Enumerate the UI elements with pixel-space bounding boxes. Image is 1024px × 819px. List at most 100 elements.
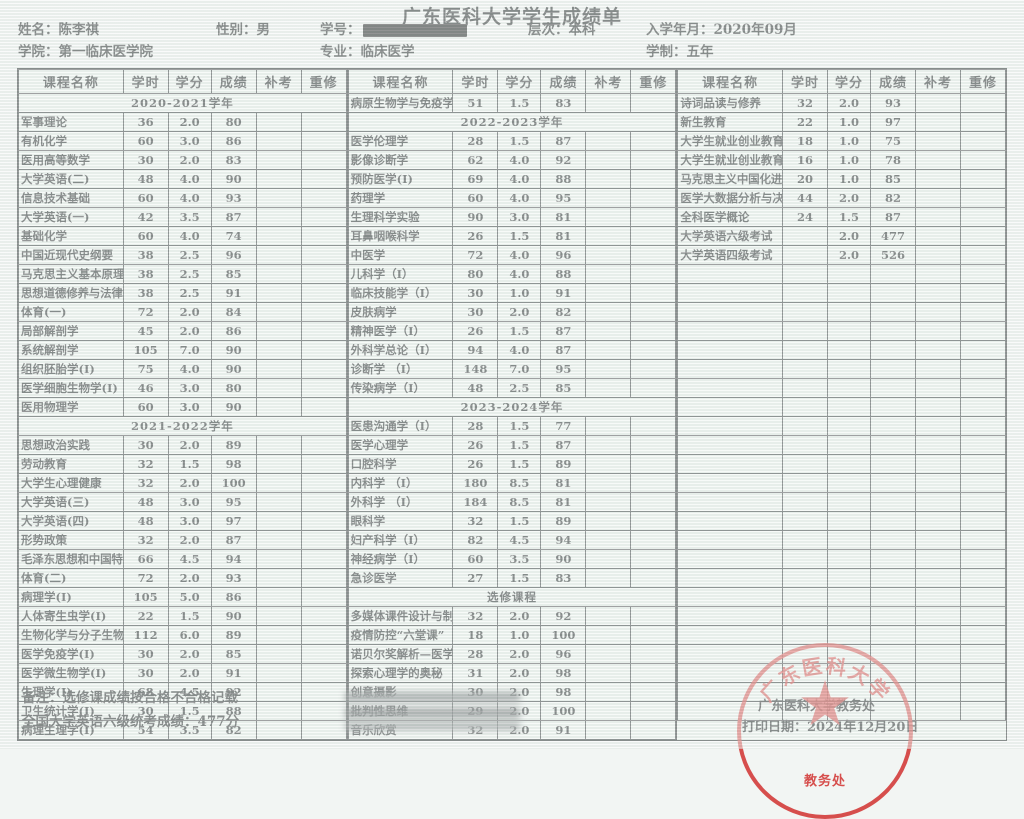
table-row: 全科医学概论 24 1.5 87	[677, 207, 1007, 227]
student-gender-label: 性别：	[216, 22, 257, 38]
course-score-cell: 100	[540, 625, 587, 645]
empty-cell-retake	[960, 378, 1007, 398]
empty-cell-retake	[960, 283, 1007, 303]
course-retake-cell	[300, 188, 347, 208]
course-hours-cell: 60	[452, 549, 499, 569]
empty-cell-makeup	[915, 701, 962, 721]
course-name-cell: 诗词品读与修养	[677, 93, 784, 113]
transcript-page: 广东医科大学学生成绩单 姓名：陈李祺 性别：男 学号： 层次：本科 入学年月：2…	[17, 6, 1008, 819]
enrollment-date-label: 入学年月：	[646, 22, 714, 38]
course-retake-cell	[300, 378, 347, 398]
empty-cell-retake	[960, 454, 1007, 474]
empty-cell-score	[870, 283, 917, 303]
course-credits-cell: 4.0	[497, 150, 542, 170]
course-credits-cell: 2.0	[167, 435, 212, 455]
course-credits-cell: 3.5	[497, 549, 542, 569]
course-name-cell: 医患沟通学（Ⅰ）	[347, 416, 454, 436]
course-retake-cell	[300, 454, 347, 474]
course-credits-cell: 2.0	[167, 150, 212, 170]
student-name-label: 姓名：	[18, 22, 59, 38]
course-score-cell: 80	[210, 378, 257, 398]
course-score-cell: 87	[540, 340, 587, 360]
empty-row	[677, 549, 1007, 569]
table-row: 形势政策 32 2.0 87	[18, 530, 347, 550]
course-makeup-cell	[255, 435, 302, 455]
table-row: 药理学 60 4.0 95	[347, 188, 677, 208]
empty-cell-hours	[782, 283, 829, 303]
course-hours-cell: 45	[122, 321, 169, 341]
course-makeup-cell	[585, 169, 632, 189]
empty-cell-makeup	[915, 321, 962, 341]
student-info-block: 姓名：陈李祺 性别：男 学号： 层次：本科 入学年月：2020年09月 学院：第…	[18, 18, 1008, 62]
table-row: 劳动教育 32 1.5 98	[18, 454, 347, 474]
course-hours-cell: 32	[782, 93, 829, 113]
empty-cell-makeup	[915, 511, 962, 531]
course-score-cell: 87	[540, 435, 587, 455]
course-score-cell: 97	[210, 511, 257, 531]
course-credits-cell: 1.5	[497, 93, 542, 113]
course-retake-cell	[300, 321, 347, 341]
course-retake-cell	[300, 625, 347, 645]
course-retake-cell	[960, 131, 1007, 151]
course-credits-cell: 1.5	[497, 511, 542, 531]
course-credits-cell: 6.0	[167, 625, 212, 645]
course-score-cell: 81	[540, 473, 587, 493]
table-row: 新生教育 22 1.0 97	[677, 112, 1007, 132]
course-makeup-cell	[255, 340, 302, 360]
table-row: 临床技能学（Ⅰ） 30 1.0 91	[347, 283, 677, 303]
table-row: 大学生就业创业教育(一)181.075	[677, 131, 1007, 151]
course-makeup-cell	[255, 150, 302, 170]
empty-cell-hours	[782, 264, 829, 284]
grades-table: 课程名称 学时 学分 成绩 补考 重修 2020-2021学年 军事理论 36 2.0 80 有机化…	[18, 69, 347, 740]
table-row: 多媒体课件设计与制作322.092	[347, 606, 677, 626]
course-score-cell: 90	[210, 169, 257, 189]
course-hours-cell: 62	[452, 150, 499, 170]
course-hours-cell: 72	[452, 245, 499, 265]
course-makeup-cell	[255, 549, 302, 569]
course-makeup-cell	[585, 359, 632, 379]
course-makeup-cell	[585, 302, 632, 322]
course-name-cell: 医学心理学	[347, 435, 454, 455]
student-info-row-1: 姓名：陈李祺 性别：男 学号： 层次：本科 入学年月：2020年09月	[18, 18, 1008, 40]
empty-row	[677, 568, 1007, 588]
course-name-cell: 眼科学	[347, 511, 454, 531]
course-score-cell: 88	[540, 264, 587, 284]
course-score-cell: 95	[210, 492, 257, 512]
student-major-value: 临床医学	[360, 44, 415, 60]
empty-cell-credits	[827, 473, 872, 493]
empty-row	[677, 606, 1007, 626]
course-retake-cell	[300, 226, 347, 246]
course-name-cell: 思想政治实践	[18, 435, 124, 455]
course-makeup-cell	[585, 701, 632, 721]
course-retake-cell	[300, 511, 347, 531]
course-retake-cell	[630, 511, 677, 531]
course-makeup-cell	[255, 226, 302, 246]
empty-cell-makeup	[915, 378, 962, 398]
course-credits-cell: 1.5	[497, 321, 542, 341]
course-credits-cell: 2.0	[167, 302, 212, 322]
grades-grid: 课程名称 学时 学分 成绩 补考 重修 2020-2021学年 军事理论 36 2.0 80 有机化…	[17, 68, 1007, 741]
empty-cell-retake	[960, 340, 1007, 360]
course-makeup-cell	[915, 150, 962, 170]
course-retake-cell	[960, 245, 1007, 265]
course-name-cell: 大学英语四级考试	[677, 245, 784, 265]
empty-row	[677, 511, 1007, 531]
course-makeup-cell	[255, 511, 302, 531]
table-row: 体育(一) 72 2.0 84	[18, 302, 347, 322]
empty-cell-retake	[960, 682, 1007, 702]
empty-cell-hours	[782, 568, 829, 588]
course-score-cell: 85	[210, 644, 257, 664]
empty-cell-course	[677, 340, 784, 360]
empty-cell-credits	[827, 606, 872, 626]
course-hours-cell: 66	[122, 549, 169, 569]
course-makeup-cell	[585, 473, 632, 493]
course-name-cell: 影像诊断学	[347, 150, 454, 170]
course-score-cell: 90	[210, 340, 257, 360]
empty-cell-makeup	[915, 416, 962, 436]
empty-cell-makeup	[915, 340, 962, 360]
table-row: 医学微生物学(Ⅰ) 30 2.0 91	[18, 663, 347, 683]
course-hours-cell: 105	[122, 340, 169, 360]
course-makeup-cell	[585, 625, 632, 645]
course-credits-cell: 7.0	[497, 359, 542, 379]
section-header-row: 2020-2021学年	[18, 93, 347, 113]
